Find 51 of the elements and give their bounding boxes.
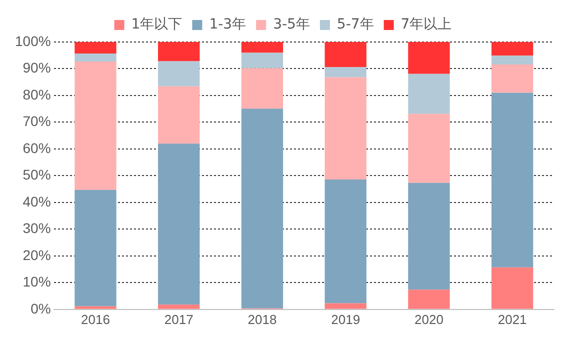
legend-label: 3-5年 <box>273 16 310 33</box>
bar <box>324 303 366 309</box>
bar <box>324 67 366 78</box>
x-tick-label: 2020 <box>414 312 444 327</box>
y-tick-label: 100% <box>14 32 51 49</box>
bar <box>241 42 284 53</box>
y-tick-label: 10% <box>22 274 51 290</box>
bar <box>491 42 534 56</box>
bar <box>408 42 450 74</box>
x-tick-label: 2021 <box>498 312 527 327</box>
bar <box>241 52 284 68</box>
y-tick-label: 20% <box>22 246 51 263</box>
bar <box>408 290 450 309</box>
x-tick-label: 2018 <box>248 312 277 327</box>
y-tick-label: 60% <box>22 140 51 156</box>
x-tick-label: 2016 <box>81 312 110 327</box>
legend-label: 5-7年 <box>336 16 374 33</box>
bar <box>158 86 200 144</box>
bar <box>408 114 450 183</box>
bar <box>158 42 200 62</box>
bar <box>158 304 200 309</box>
y-tick-label: 40% <box>22 193 51 210</box>
y-tick-label: 0% <box>30 300 51 316</box>
bar <box>74 54 116 62</box>
bar <box>158 144 200 305</box>
x-tick-label: 2019 <box>331 312 360 327</box>
y-tick-label: 70% <box>22 113 51 130</box>
bar <box>74 42 116 54</box>
bar <box>74 306 116 309</box>
x-tick-label: 2017 <box>164 312 194 327</box>
bar <box>241 68 284 109</box>
bar <box>491 64 534 93</box>
bar <box>74 62 116 190</box>
bar <box>408 74 450 114</box>
legend-label: 1-3年 <box>209 16 246 33</box>
y-tick-label: 30% <box>22 220 51 236</box>
y-tick-label: 90% <box>22 60 51 76</box>
y-tick-label: 80% <box>22 86 51 102</box>
bar <box>324 42 366 68</box>
bar <box>491 92 534 268</box>
legend-label: 1年以下 <box>131 16 182 33</box>
legend-label: 7年以上 <box>400 16 452 33</box>
bar <box>408 182 450 290</box>
bar <box>491 56 534 64</box>
bar <box>491 267 534 309</box>
bar <box>324 179 366 304</box>
bar <box>241 108 284 308</box>
bar <box>74 190 116 306</box>
bar <box>158 61 200 86</box>
y-tick-label: 50% <box>22 166 51 183</box>
bar <box>324 77 366 180</box>
